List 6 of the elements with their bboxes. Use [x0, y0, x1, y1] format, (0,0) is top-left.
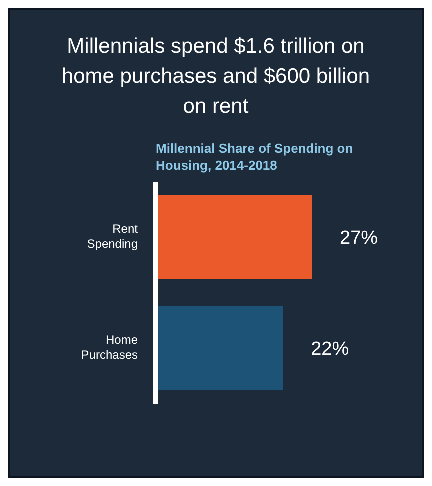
- chart-subtitle: Millennial Share of Spending on Housing, 2014-2018: [156, 140, 354, 174]
- chart-title: Millennials spend $1.6 trillion on home purchases and $600 billion on rent: [60, 34, 372, 120]
- data-label: 27%: [340, 228, 378, 250]
- y-tick-label: Home Purchases: [81, 333, 138, 362]
- data-label: 22%: [311, 339, 350, 360]
- y-tick-label: Rent Spending: [87, 222, 139, 252]
